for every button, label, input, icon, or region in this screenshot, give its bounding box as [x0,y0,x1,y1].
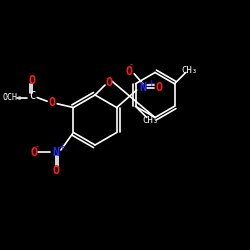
Text: -: - [36,142,39,151]
Text: O: O [28,74,36,86]
Text: +: + [58,142,66,151]
Text: OCH₃: OCH₃ [2,93,22,102]
Text: O: O [52,164,60,177]
Text: O: O [48,96,56,109]
Text: CH₃: CH₃ [182,66,198,74]
Text: O: O [30,146,38,159]
Text: N: N [139,81,146,94]
Text: CH₃: CH₃ [142,116,158,124]
Text: O: O [156,81,163,94]
Text: C: C [29,91,35,101]
Text: O: O [126,65,133,78]
Text: -: - [130,60,133,70]
Text: +: + [147,79,154,88]
Text: O: O [105,76,112,89]
Text: N: N [52,146,60,159]
